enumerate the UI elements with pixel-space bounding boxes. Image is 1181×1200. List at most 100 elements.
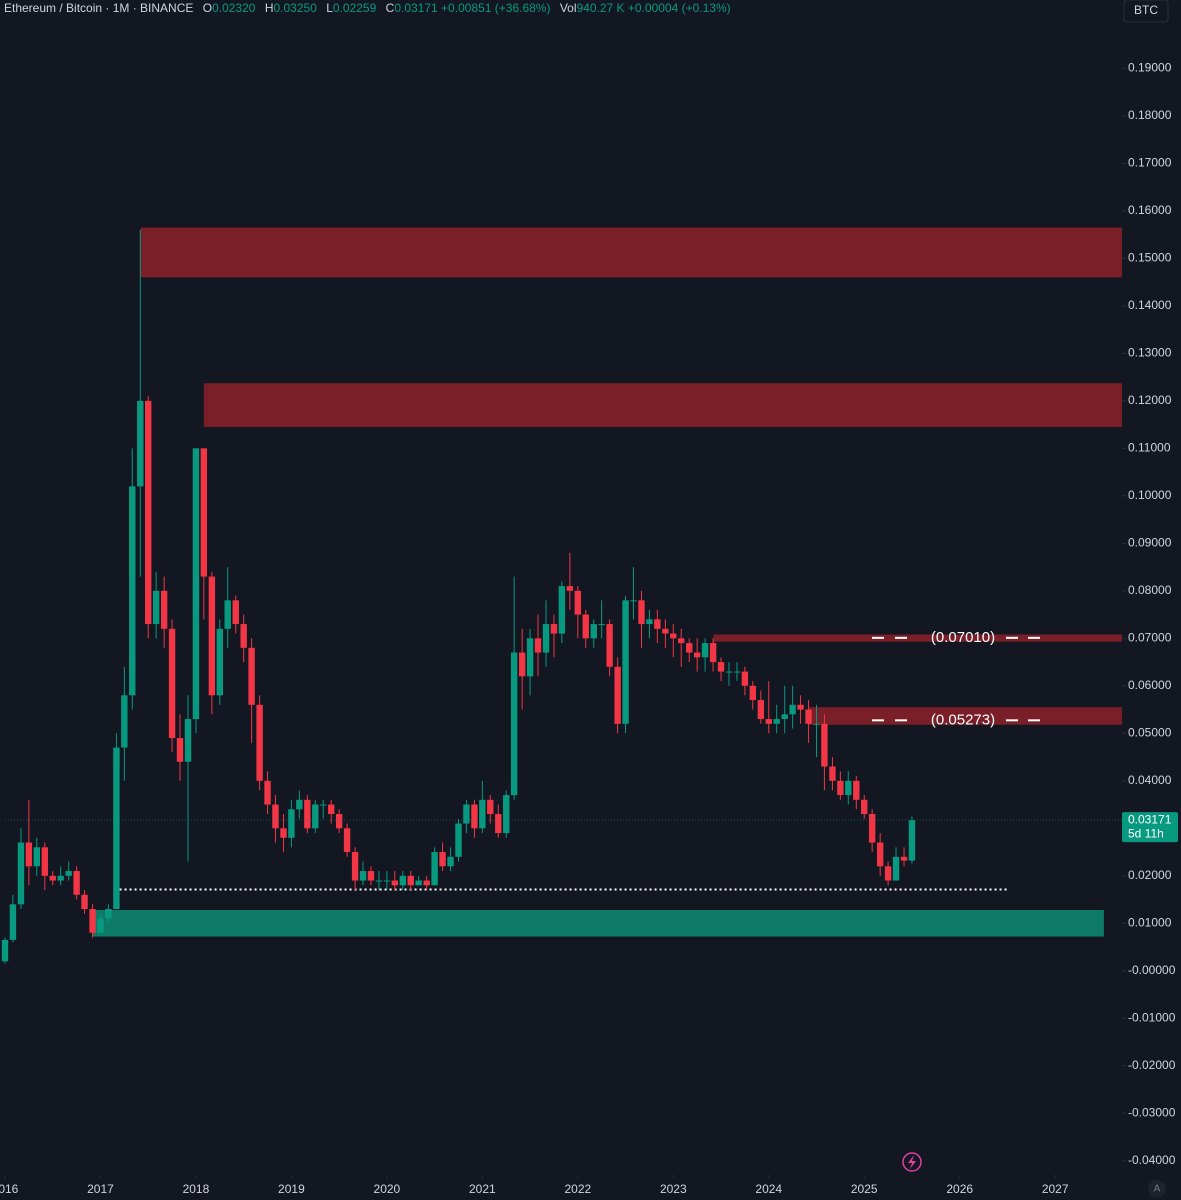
y-tick-label: 0.18000: [1128, 108, 1172, 122]
candle-body: [391, 880, 399, 886]
candle-body: [908, 820, 916, 861]
candle-body: [113, 747, 120, 910]
candle-body: [9, 904, 17, 940]
candle-body: [240, 624, 247, 648]
y-tick-label: 0.14000: [1128, 298, 1172, 312]
y-tick-label: 0.01000: [1128, 915, 1172, 929]
candle-body: [503, 795, 510, 834]
candle-body: [678, 638, 685, 644]
candle-body: [773, 719, 780, 724]
x-tick-label: 2019: [278, 1182, 305, 1196]
auto-button-bg[interactable]: [1148, 1180, 1166, 1198]
x-tick-label: 2020: [374, 1182, 401, 1196]
candle-body: [280, 828, 287, 838]
candle-body: [160, 590, 168, 629]
level-label: (0.07010): [931, 629, 995, 646]
candle-body: [312, 804, 319, 829]
x-tick-label: 2018: [183, 1182, 210, 1196]
zone: [807, 707, 1122, 725]
candle-body: [518, 652, 526, 677]
candle-body: [296, 799, 303, 810]
zone: [140, 227, 1123, 278]
symbol[interactable]: Ethereum / Bitcoin · 1M · BINANCE: [4, 1, 194, 15]
candle-body: [216, 628, 224, 696]
candle-body: [861, 799, 868, 815]
last-price-badge: [1122, 812, 1178, 843]
candle-body: [256, 704, 263, 781]
c-value: 0.03171: [394, 1, 438, 15]
level-label: (0.05273): [931, 711, 995, 728]
y-tick-label: -0.01000: [1128, 1010, 1176, 1024]
candle-body: [343, 828, 351, 853]
candle-body: [853, 780, 860, 800]
y-tick-label: 0.13000: [1128, 346, 1172, 360]
candle-body: [407, 875, 414, 886]
candle-body: [765, 719, 772, 724]
l-value: 0.02259: [332, 1, 377, 15]
candle-body: [781, 714, 788, 720]
candle-body: [232, 600, 239, 625]
legend-header: Ethereum / Bitcoin · 1M · BINANCE O0.023…: [4, 1, 731, 15]
candle-body: [479, 799, 486, 829]
candle-body: [81, 894, 88, 910]
y-tick-label: -0.04000: [1128, 1153, 1176, 1167]
last-price-label: 0.03171: [1128, 812, 1172, 826]
candle-body: [97, 918, 104, 933]
candle-body: [749, 685, 757, 701]
candle-body: [829, 766, 836, 781]
c-label: C: [385, 1, 395, 15]
candle-body: [693, 652, 701, 658]
auto-button[interactable]: A: [1154, 1184, 1161, 1195]
candle-body: [662, 628, 669, 634]
candle-body: [638, 600, 645, 625]
candle-body: [701, 643, 709, 658]
candle-body: [145, 400, 152, 625]
o-label: O: [202, 1, 213, 15]
candle-body: [57, 875, 64, 881]
candle-body: [884, 866, 892, 881]
candle-body: [328, 804, 335, 815]
candle-body: [1, 939, 9, 962]
vol-value: 940.27 K: [576, 1, 625, 15]
candle-body: [351, 852, 359, 881]
axes: 0.19000 0.18000 0.17000 0.16000 0.15000 0.140…: [0, 61, 1178, 1196]
x-tick-label: 2022: [564, 1182, 591, 1196]
y-tick-label: 0.10000: [1128, 488, 1172, 502]
candle-body: [526, 638, 534, 677]
candle-body: [550, 624, 558, 634]
candle-body: [598, 624, 605, 626]
candle-body: [65, 871, 72, 876]
candle-body: [272, 804, 279, 829]
y-tick-label: 0.07000: [1128, 630, 1172, 644]
candle-body: [192, 448, 200, 720]
candle-body: [399, 875, 407, 886]
candle-body: [383, 880, 391, 882]
candle-body: [789, 704, 796, 715]
candle-body: [614, 666, 621, 724]
candle-body: [686, 643, 693, 653]
x-tick-label: 2017: [87, 1182, 114, 1196]
y-tick-label: 0.17000: [1128, 156, 1172, 170]
alert-bolt[interactable]: [908, 1155, 916, 1169]
candle-body: [534, 638, 542, 653]
zone: [203, 383, 1122, 427]
candle-body: [837, 780, 844, 796]
currency-box[interactable]: [1123, 0, 1169, 23]
candle-body: [542, 624, 550, 653]
x-tick-label: 2024: [755, 1182, 782, 1196]
candle-body: [89, 909, 96, 933]
candle-body: [813, 723, 820, 725]
candle-body: [73, 871, 80, 895]
candle-body: [184, 719, 192, 762]
candle-body: [33, 847, 40, 867]
candle-body: [288, 809, 295, 838]
candle-body: [224, 600, 231, 629]
candle-body: [335, 814, 343, 829]
candle-body: [200, 448, 208, 577]
candle-body: [733, 671, 741, 673]
y-tick-label: -0.03000: [1128, 1105, 1176, 1119]
x-tick-label: 2023: [660, 1182, 687, 1196]
x-tick-label: 2025: [851, 1182, 878, 1196]
currency[interactable]: BTC: [1134, 3, 1158, 17]
alert-icon[interactable]: [902, 1152, 922, 1172]
